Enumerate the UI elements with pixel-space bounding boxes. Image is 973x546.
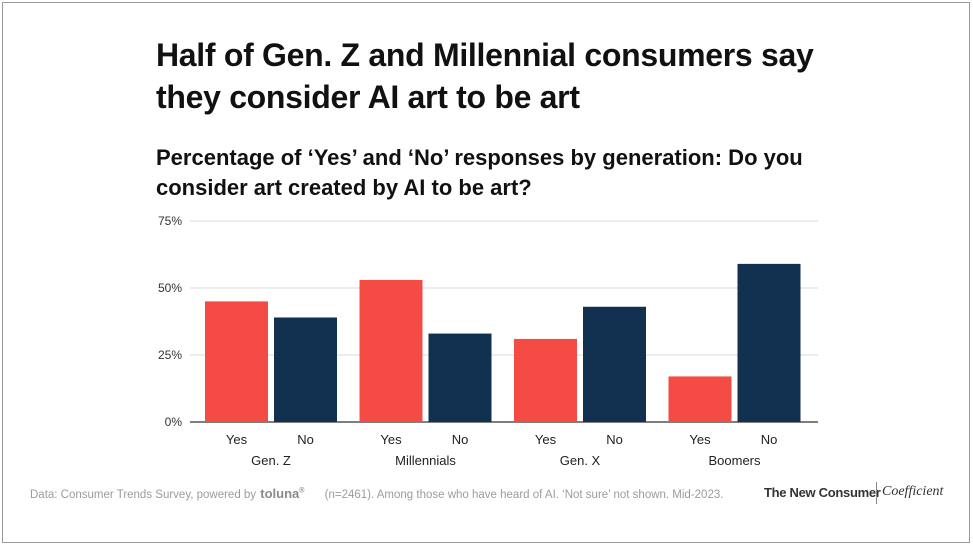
footer-source: Data: Consumer Trends Survey, powered by… (30, 486, 723, 501)
category-tick-label: Gen. X (560, 453, 601, 468)
chart-title: Half of Gen. Z and Millennial consumers … (156, 37, 814, 115)
the-new-consumer-logo: The New Consumer (764, 485, 881, 500)
bar-yes (514, 338, 577, 422)
brand-divider (876, 482, 877, 504)
chart-subtitle: Percentage of ‘Yes’ and ‘No’ responses b… (156, 145, 803, 200)
coefficient-logo: Coefficient (882, 484, 944, 499)
series-tick-label: Yes (535, 432, 557, 447)
y-tick-label: 75% (158, 214, 182, 228)
y-tick-label: 25% (158, 348, 182, 362)
y-tick-label: 0% (165, 415, 183, 429)
footer-note: (n=2461). Among those who have heard of … (324, 489, 724, 501)
y-tick-label: 50% (158, 281, 182, 295)
bar-yes (668, 376, 732, 422)
series-tick-label: No (606, 432, 623, 447)
series-tick-label: Yes (226, 432, 248, 447)
series-tick-label: No (297, 432, 314, 447)
bar-no (428, 333, 492, 422)
category-tick-label: Gen. Z (251, 453, 291, 468)
bar-no (737, 263, 801, 422)
toluna-logo: toluna® (260, 486, 305, 501)
bar-no (583, 306, 646, 422)
series-tick-label: Yes (689, 432, 711, 447)
series-tick-label: No (761, 432, 778, 447)
category-tick-label: Boomers (708, 453, 761, 468)
series-tick-label: Yes (380, 432, 402, 447)
category-tick-label: Millennials (395, 453, 456, 468)
bar-yes (359, 279, 423, 422)
source-prefix: Data: Consumer Trends Survey, powered by (30, 489, 257, 501)
bar-yes (205, 301, 268, 422)
series-tick-label: No (452, 432, 469, 447)
bar-no (274, 317, 337, 422)
